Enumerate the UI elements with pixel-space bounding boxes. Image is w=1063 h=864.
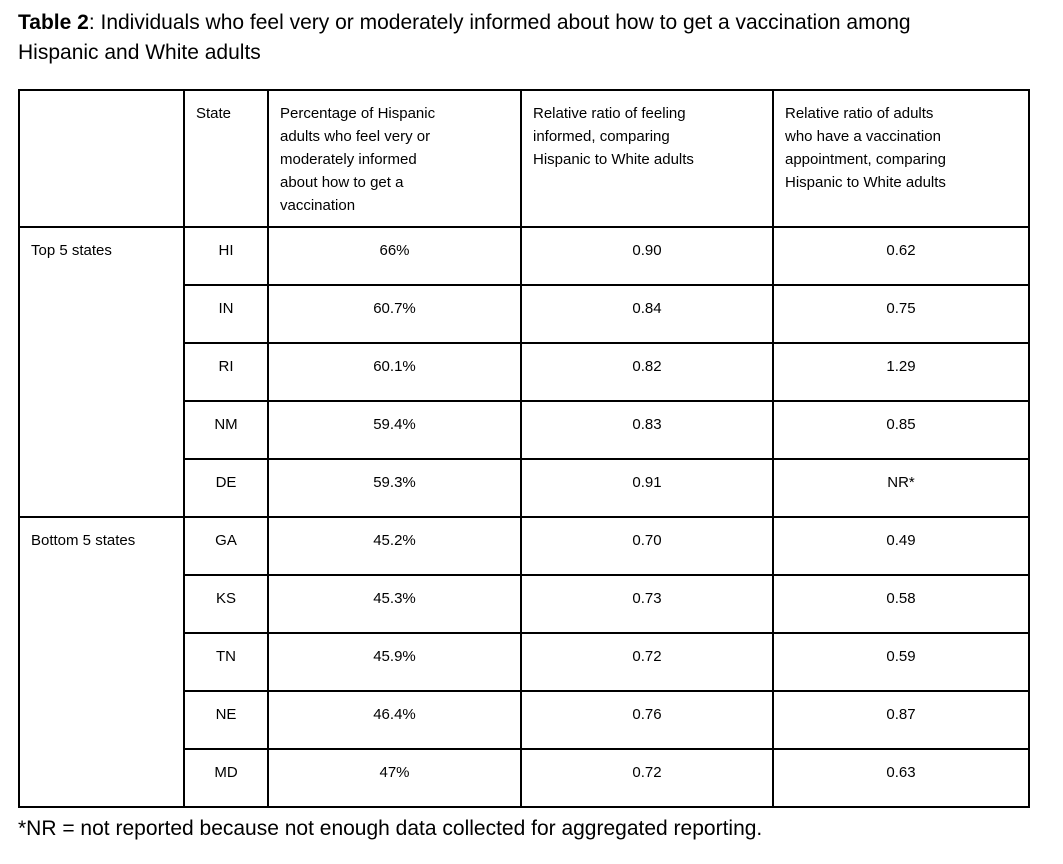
table-row-hi: Top 5 states HI 66% 0.90 0.62 — [18, 226, 1030, 518]
table-title-text: : Individuals who feel very or moderatel… — [18, 11, 911, 64]
group-label-top5: Top 5 states — [18, 226, 185, 518]
ratio-appointment-cell: 0.87 — [772, 690, 1030, 750]
header-corner-cell — [18, 89, 185, 228]
group-label-bottom5: Bottom 5 states — [18, 516, 185, 808]
percentage-cell: 59.3% — [267, 458, 522, 518]
ratio-appointment-cell: 0.49 — [772, 516, 1030, 576]
table-row-ri: RI 60.1% 0.82 1.29 — [19, 342, 1030, 402]
ratio-informed-cell: 0.84 — [520, 284, 774, 344]
percentage-cell: 45.2% — [267, 516, 522, 576]
table-row-tn: TN 45.9% 0.72 0.59 — [19, 632, 1030, 692]
percentage-cell: 45.3% — [267, 574, 522, 634]
ratio-informed-cell: 0.91 — [520, 458, 774, 518]
ratio-appointment-cell: 0.59 — [772, 632, 1030, 692]
ratio-appointment-cell: 0.85 — [772, 400, 1030, 460]
table-title: Table 2: Individuals who feel very or mo… — [18, 8, 938, 68]
table-row-in: IN 60.7% 0.84 0.75 — [19, 284, 1030, 344]
header-ratio-informed: Relative ratio of feeling informed, comp… — [520, 89, 774, 228]
ratio-appointment-cell: 1.29 — [772, 342, 1030, 402]
ratio-appointment-cell: 0.75 — [772, 284, 1030, 344]
header-percentage-informed: Percentage of Hispanic adults who feel v… — [267, 89, 522, 228]
percentage-cell: 60.1% — [267, 342, 522, 402]
table-row-de: DE 59.3% 0.91 NR* — [19, 458, 1030, 518]
percentage-cell: 46.4% — [267, 690, 522, 750]
table-row-ga: Bottom 5 states GA 45.2% 0.70 0.49 — [18, 516, 1030, 808]
nr-footnote: *NR = not reported because not enough da… — [18, 817, 763, 840]
percentage-cell: 45.9% — [267, 632, 522, 692]
state-cell: MD — [183, 748, 269, 808]
ratio-appointment-cell: 0.62 — [772, 226, 1030, 286]
percentage-cell: 60.7% — [267, 284, 522, 344]
vaccination-info-table: State Percentage of Hispanic adults who … — [18, 89, 1030, 808]
table-row-ks: KS 45.3% 0.73 0.58 — [19, 574, 1030, 634]
ratio-informed-cell: 0.70 — [520, 516, 774, 576]
table-row-ne: NE 46.4% 0.76 0.87 — [19, 690, 1030, 750]
header-row: State Percentage of Hispanic adults who … — [18, 89, 1030, 228]
ratio-informed-cell: 0.73 — [520, 574, 774, 634]
state-cell: IN — [183, 284, 269, 344]
ratio-informed-cell: 0.82 — [520, 342, 774, 402]
table-row-nm: NM 59.4% 0.83 0.85 — [19, 400, 1030, 460]
ratio-informed-cell: 0.72 — [520, 632, 774, 692]
ratio-appointment-cell: 0.58 — [772, 574, 1030, 634]
state-cell: HI — [183, 226, 269, 286]
state-cell: RI — [183, 342, 269, 402]
ratio-informed-cell: 0.76 — [520, 690, 774, 750]
state-cell: NM — [183, 400, 269, 460]
ratio-appointment-cell: 0.63 — [772, 748, 1030, 808]
state-cell: NE — [183, 690, 269, 750]
table-row-md: MD 47% 0.72 0.63 — [19, 748, 1030, 808]
state-cell: KS — [183, 574, 269, 634]
state-cell: GA — [183, 516, 269, 576]
table-title-number: Table 2 — [18, 11, 89, 34]
header-state: State — [183, 89, 269, 228]
ratio-informed-cell: 0.90 — [520, 226, 774, 286]
state-cell: DE — [183, 458, 269, 518]
percentage-cell: 47% — [267, 748, 522, 808]
header-ratio-appointment: Relative ratio of adults who have a vacc… — [772, 89, 1030, 228]
ratio-informed-cell: 0.83 — [520, 400, 774, 460]
percentage-cell: 66% — [267, 226, 522, 286]
ratio-informed-cell: 0.72 — [520, 748, 774, 808]
percentage-cell: 59.4% — [267, 400, 522, 460]
ratio-appointment-cell: NR* — [772, 458, 1030, 518]
state-cell: TN — [183, 632, 269, 692]
